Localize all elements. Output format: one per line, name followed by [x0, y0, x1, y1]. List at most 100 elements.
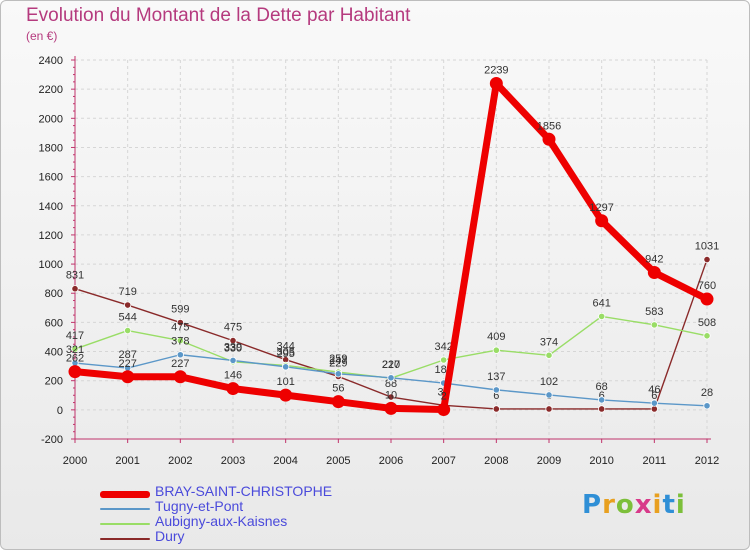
- data-label: 46: [648, 384, 660, 396]
- data-label: 6: [651, 390, 657, 402]
- data-label: 220: [382, 359, 400, 371]
- data-label: 330: [224, 343, 242, 355]
- data-label: 305: [276, 346, 294, 358]
- data-point: [68, 365, 82, 379]
- data-label: 1031: [695, 241, 719, 253]
- data-point: [650, 321, 658, 329]
- x-tick-label: 2007: [431, 455, 455, 467]
- data-label: 641: [592, 297, 610, 309]
- data-point: [703, 255, 711, 264]
- legend-label: Aubigny-aux-Kaisnes: [155, 513, 288, 529]
- data-point: [440, 356, 448, 364]
- data-point: [545, 405, 553, 413]
- data-point: [492, 346, 500, 354]
- data-point: [121, 370, 135, 384]
- data-label: 342: [434, 341, 452, 353]
- x-tick-label: 2011: [643, 455, 667, 467]
- legend-label: Dury: [155, 528, 185, 544]
- x-tick-label: 2003: [221, 455, 245, 467]
- legend-swatch: [100, 523, 150, 525]
- data-point: [173, 370, 187, 384]
- data-label: 1297: [589, 202, 613, 214]
- x-tick-label: 2006: [379, 455, 403, 467]
- series-dury: 831719599475344229883166661031: [66, 241, 719, 413]
- data-point: [598, 405, 606, 413]
- data-label: 760: [698, 280, 716, 292]
- y-tick-label: -200: [41, 434, 63, 446]
- y-tick-label: 2400: [39, 55, 63, 67]
- y-tick-label: 200: [45, 376, 63, 388]
- data-label: 417: [66, 330, 84, 342]
- data-point: [595, 214, 609, 228]
- series-aubigny-aux-kaisnes: 417 544 475 330 305 259 217 342 409 374 641 583 508: [66, 297, 716, 382]
- data-label: 10: [385, 389, 397, 401]
- data-label: 102: [540, 376, 558, 388]
- data-label: 229: [329, 357, 347, 369]
- legend-swatch: [100, 538, 150, 540]
- data-label: 321: [66, 344, 84, 356]
- y-tick-label: 400: [45, 347, 63, 359]
- data-point: [71, 345, 79, 353]
- y-tick-labels: -200 0 200 400 600 800 1000 1200 1400 1600 1800 200…: [39, 55, 63, 446]
- data-label: 217: [382, 359, 400, 371]
- legend-label: BRAY-SAINT-CHRISTOPHE: [155, 483, 333, 499]
- x-tick-label: 2002: [168, 455, 192, 467]
- data-label: 259: [329, 353, 347, 365]
- data-point: [703, 402, 711, 410]
- data-label: 942: [645, 254, 663, 266]
- data-point: [598, 312, 606, 321]
- legend-swatch: [100, 508, 150, 510]
- x-tick-label: 2001: [115, 455, 139, 467]
- data-label: 295: [276, 348, 294, 360]
- data-point: [545, 391, 553, 399]
- data-label: 68: [596, 381, 608, 393]
- chart-title: Evolution du Montant de la Dette par Hab…: [26, 5, 411, 26]
- data-point: [331, 395, 345, 409]
- data-point: [334, 370, 342, 378]
- data-label: 508: [698, 317, 716, 329]
- data-label: 88: [385, 378, 397, 390]
- data-point: [176, 318, 184, 327]
- data-point: [542, 132, 556, 146]
- series-layer: 8317195994753442298831666610314175444753…: [66, 64, 719, 417]
- y-tick-label: 1400: [39, 201, 63, 213]
- data-label: 101: [276, 376, 294, 388]
- data-label: 137: [487, 371, 505, 383]
- data-label: 227: [118, 358, 136, 370]
- data-point: [492, 405, 500, 413]
- data-label: 2: [441, 391, 447, 403]
- data-label: 719: [118, 286, 136, 298]
- data-label: 1856: [537, 120, 561, 132]
- data-point: [492, 386, 500, 394]
- data-point: [647, 266, 661, 280]
- y-tick-label: 1000: [39, 259, 63, 271]
- data-label: 583: [645, 306, 663, 318]
- data-label: 227: [171, 358, 189, 370]
- data-label: 409: [487, 331, 505, 343]
- data-label: 831: [66, 270, 84, 282]
- y-tick-label: 0: [57, 405, 63, 417]
- data-point: [489, 76, 503, 90]
- data-point: [229, 337, 237, 345]
- data-label: 2239: [484, 64, 508, 76]
- data-label: 247: [329, 355, 347, 367]
- data-label: 6: [493, 390, 499, 402]
- data-point: [176, 351, 184, 359]
- data-label: 56: [332, 383, 344, 395]
- y-tick-label: 1200: [39, 230, 63, 242]
- proxiti-logo: Proxiti: [582, 490, 686, 520]
- data-point: [124, 301, 132, 309]
- data-point: [437, 403, 451, 417]
- legend-label: Tugny-et-Pont: [155, 498, 244, 514]
- x-tick-label: 2009: [537, 455, 561, 467]
- data-label: 344: [276, 341, 294, 353]
- x-tick-labels: 2000 2001 2002 2003 2004 2005 2006 2007 2008 2009…: [63, 455, 719, 467]
- data-point: [279, 388, 293, 402]
- data-label: 599: [171, 304, 189, 316]
- data-label: 262: [66, 353, 84, 365]
- data-label: 378: [171, 336, 189, 348]
- data-label: 544: [118, 312, 136, 324]
